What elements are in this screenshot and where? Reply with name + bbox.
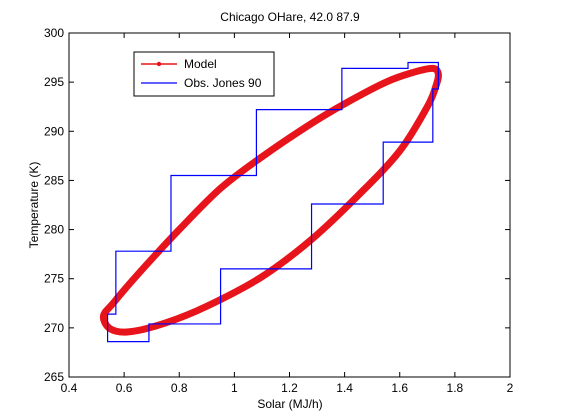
model-point bbox=[162, 319, 169, 326]
x-tick-label: 1.8 bbox=[447, 381, 464, 395]
model-point bbox=[341, 100, 348, 107]
legend-obs-label: Obs. Jones 90 bbox=[184, 76, 262, 90]
legend-box bbox=[133, 51, 275, 97]
model-point bbox=[100, 313, 107, 320]
y-tick-label: 265 bbox=[44, 370, 64, 384]
model-point bbox=[258, 273, 265, 280]
model-point bbox=[355, 192, 362, 199]
y-tick-label: 295 bbox=[44, 75, 64, 89]
model-point bbox=[110, 300, 117, 307]
model-point bbox=[396, 147, 403, 154]
y-axis-label: Temperature (K) bbox=[27, 162, 41, 249]
y-tick-label: 275 bbox=[44, 272, 64, 286]
x-tick-label: 0.8 bbox=[171, 381, 188, 395]
model-point bbox=[126, 280, 133, 287]
y-tick-label: 285 bbox=[44, 173, 64, 187]
y-tick-label: 290 bbox=[44, 124, 64, 138]
legend-model-marker bbox=[156, 61, 162, 67]
x-tick-label: 1 bbox=[231, 381, 238, 395]
x-tick-label: 1.6 bbox=[391, 381, 408, 395]
model-point bbox=[424, 103, 431, 110]
legend: Model Obs. Jones 90 bbox=[133, 51, 275, 97]
model-point bbox=[176, 226, 183, 233]
obs-series-line bbox=[106, 61, 439, 343]
model-point bbox=[382, 79, 389, 86]
y-tick-label: 270 bbox=[44, 321, 64, 335]
x-tick-label: 0.6 bbox=[116, 381, 133, 395]
legend-model-label: Model bbox=[184, 57, 217, 71]
x-axis-label: Solar (MJ/h) bbox=[257, 397, 322, 411]
model-point bbox=[107, 325, 114, 332]
model-point bbox=[126, 328, 133, 335]
model-point bbox=[258, 153, 265, 160]
model-point bbox=[429, 65, 436, 72]
chart-title: Chicago OHare, 42.0 87.9 bbox=[220, 10, 360, 24]
model-point bbox=[217, 185, 224, 192]
model-point bbox=[308, 120, 315, 127]
model-point bbox=[410, 69, 417, 76]
y-tick-label: 300 bbox=[44, 26, 64, 40]
x-tick-label: 1.2 bbox=[281, 381, 298, 395]
model-point bbox=[203, 303, 210, 310]
model-series-line bbox=[99, 64, 442, 336]
x-tick-label: 0.4 bbox=[61, 381, 78, 395]
y-tick-label: 280 bbox=[44, 223, 64, 237]
x-tick-label: 1.4 bbox=[336, 381, 353, 395]
model-point bbox=[148, 256, 155, 263]
x-tick-label: 2 bbox=[507, 381, 514, 395]
